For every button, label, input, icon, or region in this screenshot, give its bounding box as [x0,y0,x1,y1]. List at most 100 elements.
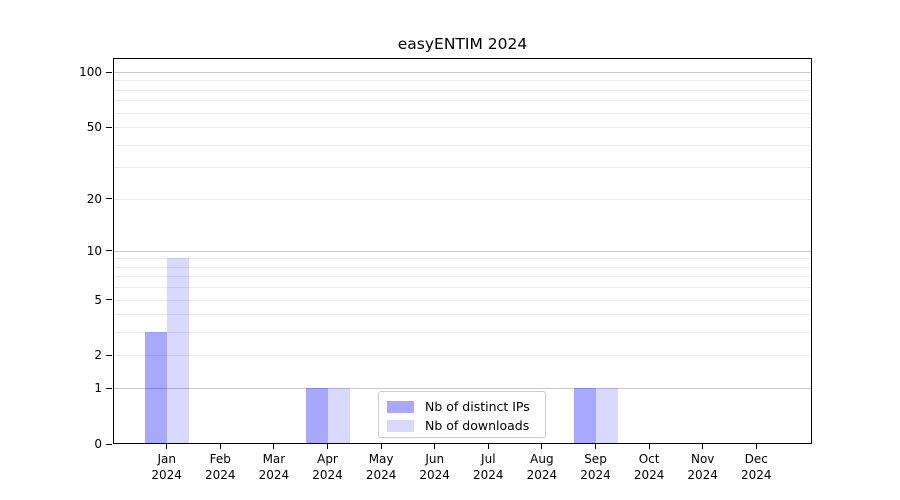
legend-row-0: Nb of distinct IPs [379,397,545,416]
gridline-minor-7 [113,276,812,278]
x-tick-year: 2024 [365,468,397,482]
gridline-minor-8 [113,266,812,268]
y-tick-label-1: 1 [94,381,102,396]
x-tick-year: 2024 [687,468,718,482]
gridline-minor-50 [113,127,812,129]
y-tick-mark-10 [106,250,112,252]
x-tick-label-jan: Jan 2024 [127,451,207,483]
bar-sep-series-0 [573,388,596,444]
gridline-100 [113,72,812,73]
bar-jan-series-0 [144,332,167,444]
x-tick-year: 2024 [205,468,236,482]
bar-sep-series-1 [595,388,618,444]
x-tick-mark-jan [166,444,168,449]
x-tick-label-oct: Oct 2024 [609,451,689,483]
gridline-minor-80 [113,89,812,91]
legend-swatch-1 [387,419,414,432]
bar-apr-series-1 [327,388,350,444]
legend-row-1: Nb of downloads [379,416,545,435]
x-tick-year: 2024 [258,468,290,482]
x-tick-label-feb: Feb 2024 [180,451,260,483]
x-tick-year: 2024 [473,468,504,482]
bar-jan-series-1 [166,258,189,444]
gridlines-layer [113,58,812,444]
legend-swatch-0 [387,400,414,413]
x-tick-label-sep: Sep 2024 [556,451,636,483]
gridline-minor-4 [113,314,812,316]
x-tick-month: Mar [262,452,286,466]
x-tick-mark-feb [219,444,221,449]
x-tick-year: 2024 [580,468,611,482]
x-tick-year: 2024 [312,468,343,482]
bars-layer [113,58,812,444]
x-tick-mark-apr [327,444,328,449]
legend-label-0: Nb of distinct IPs [425,399,530,414]
y-tick-label-0: 0 [94,437,102,451]
gridline-minor-70 [113,100,812,102]
x-tick-label-apr: Apr 2024 [288,451,368,483]
x-tick-month: Nov [690,452,715,466]
x-tick-month: Oct [638,452,660,466]
gridline-minor-40 [113,144,812,146]
y-tick-label-20: 20 [86,191,102,206]
x-tick-year: 2024 [633,468,665,482]
gridline-minor-9 [113,258,812,260]
gridline-minor-30 [113,167,812,169]
x-tick-month: Aug [530,452,554,466]
chart-title: easyENTIM 2024 [397,35,528,53]
x-tick-mark-oct [648,444,650,449]
gridline-minor-3 [113,332,812,334]
y-tick-label-5: 5 [94,292,102,307]
x-tick-label-jun: Jun 2024 [395,451,475,483]
x-tick-month: Jul [481,452,496,466]
gridline-minor-2 [113,355,812,357]
x-tick-month: Feb [209,452,231,466]
x-tick-label-nov: Nov 2024 [663,451,743,483]
plot-border [113,58,812,444]
x-tick-mark-nov [702,444,704,449]
x-tick-label-may: May 2024 [341,451,421,483]
x-tick-mark-jun [434,444,436,449]
plot-area: Nb of distinct IPs Nb of downloads [113,58,812,444]
y-tick-mark-5 [106,299,112,301]
y-tick-mark-100 [106,71,112,73]
y-tick-mark-50 [106,126,112,128]
y-tick-mark-0 [106,443,112,445]
gridline-minor-6 [113,287,812,289]
x-tick-label-jul: Jul 2024 [448,451,528,483]
y-tick-mark-2 [106,354,112,356]
gridline-10 [113,250,812,252]
x-tick-year: 2024 [526,468,558,482]
x-tick-mark-jul [487,444,489,449]
x-tick-month: Sep [584,452,607,466]
x-tick-mark-sep [595,444,596,449]
x-tick-year: 2024 [151,468,182,482]
x-tick-label-dec: Dec 2024 [716,451,796,483]
y-tick-label-50: 50 [86,120,102,135]
y-tick-label-10: 10 [86,243,102,258]
legend: Nb of distinct IPs Nb of downloads [378,391,546,438]
x-tick-mark-may [380,444,382,449]
x-tick-month: Dec [744,452,768,466]
x-tick-month: May [368,452,394,466]
bar-apr-series-0 [305,388,328,444]
y-tick-mark-20 [106,198,112,200]
gridline-minor-5 [113,299,812,301]
x-tick-label-aug: Aug 2024 [502,451,582,483]
gridline-minor-20 [113,198,812,200]
x-tick-month: Jan [157,452,176,466]
legend-label-1: Nb of downloads [425,418,530,433]
x-tick-mark-dec [755,444,757,449]
y-tick-label-2: 2 [94,348,102,363]
gridline-1 [113,388,812,390]
gridline-minor-60 [113,112,812,114]
y-tick-label-100: 100 [79,65,102,79]
x-tick-mark-aug [541,444,543,449]
x-tick-year: 2024 [419,468,450,482]
y-tick-mark-1 [106,387,112,389]
x-tick-mark-mar [273,444,275,449]
x-tick-label-mar: Mar 2024 [234,451,314,483]
x-tick-month: Jun [425,452,445,466]
x-tick-month: Apr [317,452,338,466]
